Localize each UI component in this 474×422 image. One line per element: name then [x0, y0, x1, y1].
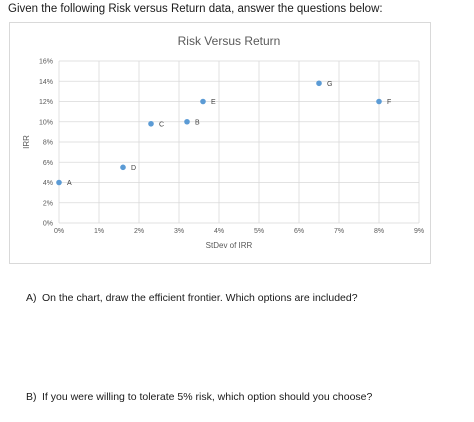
y-tick-label: 6%	[43, 160, 53, 167]
question-b-text: If you were willing to tolerate 5% risk,…	[42, 391, 373, 403]
data-label-a: A	[67, 180, 72, 187]
data-label-b: B	[195, 119, 200, 126]
y-tick-label: 2%	[43, 200, 53, 207]
question-a-text: On the chart, draw the efficient frontie…	[42, 292, 358, 304]
risk-return-chart: Risk Versus Return 0% 2% 4% 6% 8% 10% 12% 14% 16%…	[22, 34, 424, 250]
chart-area: Risk Versus Return 0% 2% 4% 6% 8% 10% 12% 14% 16%…	[9, 22, 431, 264]
x-tick-label: 6%	[294, 228, 304, 235]
question-b-letter: B)	[26, 391, 37, 403]
data-label-f: F	[387, 99, 391, 106]
y-tick-label: 12%	[39, 99, 53, 106]
x-tick-label: 3%	[174, 228, 184, 235]
data-point-b	[184, 118, 190, 125]
data-point-e	[200, 98, 206, 105]
data-point-a	[56, 179, 62, 186]
x-tick-label: 5%	[254, 228, 264, 235]
question-a-letter: A)	[26, 292, 37, 304]
data-label-e: E	[211, 99, 216, 106]
x-tick-label: 2%	[134, 228, 144, 235]
x-axis-label: StDev of IRR	[206, 241, 253, 250]
x-tick-label: 9%	[414, 228, 424, 235]
y-tick-label: 4%	[43, 180, 53, 187]
x-tick-label: 4%	[214, 228, 224, 235]
data-label-c: C	[159, 121, 164, 128]
y-tick-label: 8%	[43, 140, 53, 147]
data-label-d: D	[131, 165, 136, 172]
chart-title: Risk Versus Return	[178, 34, 281, 48]
y-tick-label: 10%	[39, 119, 53, 126]
x-tick-label: 8%	[374, 228, 384, 235]
x-tick-label: 0%	[54, 228, 64, 235]
data-point-d	[120, 164, 126, 171]
y-axis-label: IRR	[22, 135, 31, 149]
data-point-g	[316, 80, 322, 87]
question-b: B) If you were willing to tolerate 5% ris…	[26, 391, 372, 403]
data-label-g: G	[327, 81, 332, 88]
intro-text: Given the following Risk versus Return d…	[8, 3, 383, 15]
question-a: A) On the chart, draw the efficient front…	[26, 292, 358, 304]
data-point-f	[376, 98, 382, 105]
y-tick-label: 0%	[43, 221, 53, 228]
y-tick-label: 14%	[39, 79, 53, 86]
x-tick-label: 7%	[334, 228, 344, 235]
x-tick-label: 1%	[94, 228, 104, 235]
y-tick-label: 16%	[39, 59, 53, 66]
data-point-c	[148, 120, 154, 127]
